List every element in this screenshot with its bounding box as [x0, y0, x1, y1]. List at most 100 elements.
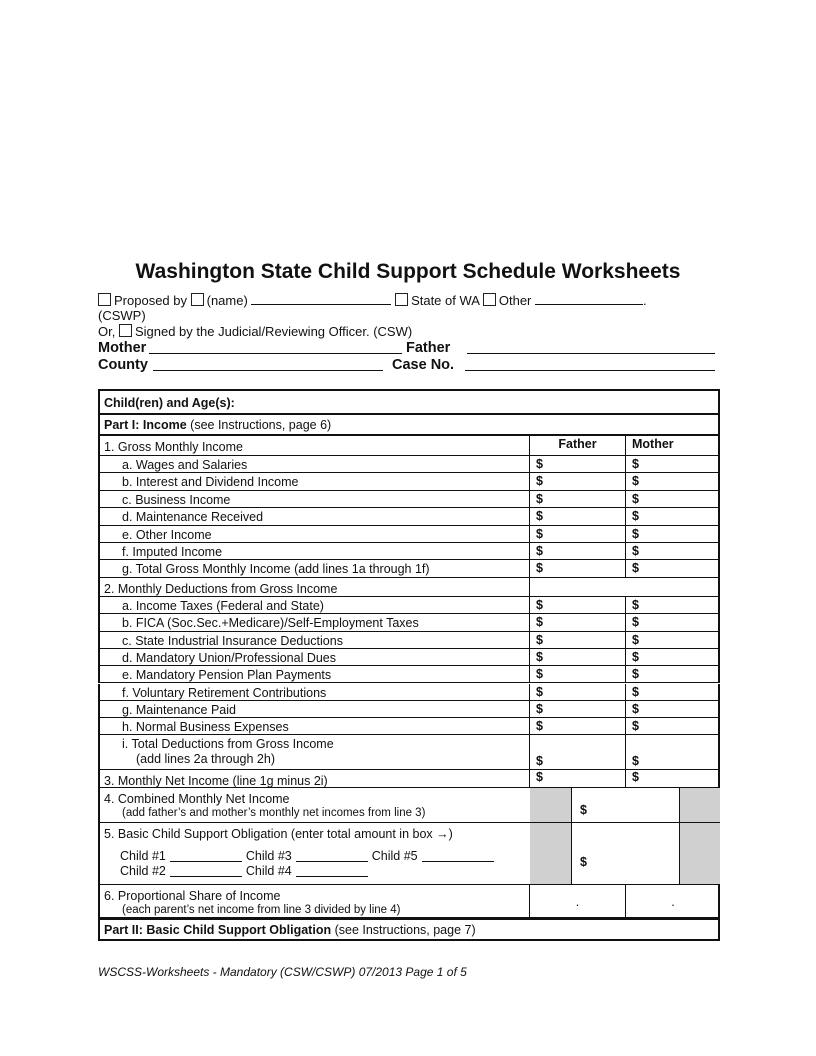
proposal-line: Proposed by (name) State of WA Other .	[98, 292, 647, 308]
mother-amount-field[interactable]: $	[626, 473, 720, 489]
mother-amount-field[interactable]: $	[626, 735, 720, 769]
case-no-label: Case No.	[392, 357, 455, 373]
child-amount-field[interactable]	[169, 849, 242, 862]
shaded-cell	[530, 788, 572, 822]
line2i-subtitle: (add lines 2a through 2h)	[136, 752, 275, 767]
mother-amount-field[interactable]: $	[626, 543, 720, 559]
child-amount-field[interactable]	[295, 849, 368, 862]
mother-amount-field[interactable]: $	[626, 701, 720, 717]
other-checkbox[interactable]	[482, 293, 496, 306]
line5-title: 5. Basic Child Support Obligation (enter…	[104, 827, 453, 841]
father-amount-field[interactable]: $	[530, 560, 626, 577]
name-field[interactable]	[251, 292, 392, 305]
name-checkbox[interactable]	[190, 293, 204, 306]
child-amount-field[interactable]	[169, 864, 242, 877]
mother-amount-field[interactable]: $	[626, 632, 720, 648]
line2-item-row: g. Maintenance Paid $ $	[98, 700, 720, 719]
currency-symbol: $	[632, 719, 639, 734]
currency-symbol: $	[536, 457, 543, 471]
other-field[interactable]	[535, 292, 643, 305]
shaded-cell	[530, 823, 572, 884]
line2i-label: i. Total Deductions from Gross Income (ad…	[100, 735, 530, 770]
children-ages-label: Child(ren) and Age(s):	[104, 396, 235, 410]
currency-symbol: $	[632, 457, 639, 471]
father-amount-field[interactable]: $	[530, 473, 626, 490]
child-amount-field[interactable]	[295, 864, 368, 877]
line2i-title: i. Total Deductions from Gross Income	[122, 737, 334, 752]
line2-item-row: d. Mandatory Union/Professional Dues $ $	[98, 648, 720, 667]
father-amount-field[interactable]: $	[530, 735, 626, 770]
father-amount-field[interactable]: $	[530, 456, 626, 473]
currency-symbol: $	[632, 509, 639, 524]
mother-amount-field[interactable]: $	[626, 456, 720, 472]
state-of-wa-checkbox[interactable]	[395, 293, 409, 306]
line2-header-row: 2. Monthly Deductions from Gross Income	[98, 578, 720, 597]
mother-amount-field[interactable]: $	[626, 684, 720, 700]
mother-amount-field[interactable]: $	[626, 614, 720, 630]
mother-amount-field[interactable]: $	[626, 560, 720, 576]
line1-item-label: f. Imputed Income	[100, 543, 530, 560]
father-amount-field[interactable]: $	[530, 490, 626, 508]
line2-item-label: g. Maintenance Paid	[100, 700, 530, 718]
currency-symbol: $	[536, 719, 543, 734]
father-amount-field[interactable]: $	[530, 543, 626, 560]
mother-field[interactable]	[149, 341, 402, 354]
father-amount-field[interactable]: $	[530, 597, 626, 614]
line4-label: 4. Combined Monthly Net Income (add fathe…	[100, 788, 530, 822]
county-field[interactable]	[153, 358, 383, 371]
mother-label: Mother	[98, 340, 147, 356]
father-amount-field[interactable]: $	[530, 631, 626, 648]
part2-note: (see Instructions, page 7)	[334, 923, 476, 937]
mother-share-field[interactable]: .	[671, 895, 675, 909]
mother-amount-field[interactable]: $	[626, 508, 720, 524]
currency-symbol: $	[580, 803, 587, 817]
line1-item-label: g. Total Gross Monthly Income (add lines…	[100, 560, 530, 577]
line2i-row: i. Total Deductions from Gross Income (ad…	[98, 735, 720, 771]
line2-item-label: f. Voluntary Retirement Contributions	[100, 683, 530, 700]
other-label: Other	[498, 293, 532, 308]
father-amount-field[interactable]: $	[530, 718, 626, 735]
father-amount-field[interactable]: $	[530, 666, 626, 683]
line1-item-row: e. Other Income $ $	[98, 525, 720, 543]
currency-symbol: $	[632, 649, 639, 664]
currency-symbol: $	[536, 754, 543, 769]
line1-item-row: c. Business Income $ $	[98, 490, 720, 509]
combined-amount-field[interactable]: $	[572, 788, 680, 822]
mother-amount-field[interactable]: $	[626, 666, 720, 682]
case-no-field[interactable]	[465, 358, 715, 371]
line1-item-row: g. Total Gross Monthly Income (add lines…	[98, 560, 720, 578]
line2-item-label: c. State Industrial Insurance Deductions	[100, 631, 530, 648]
proposed-by-label: Proposed by	[114, 293, 187, 308]
currency-symbol: $	[580, 855, 587, 869]
line1-item-label: d. Maintenance Received	[100, 508, 530, 525]
mother-amount-field[interactable]: $	[626, 770, 720, 787]
father-amount-field[interactable]: $	[530, 614, 626, 631]
shaded-cell	[680, 823, 720, 884]
page-title: Washington State Child Support Schedule …	[135, 260, 681, 283]
signed-checkbox[interactable]	[118, 324, 132, 337]
mother-amount-field[interactable]: $	[626, 649, 720, 665]
father-amount-field[interactable]: $	[530, 700, 626, 718]
line6-row: 6. Proportional Share of Income (each par…	[98, 885, 720, 918]
line5-row: $5. Basic Child Support Obligation (ente…	[98, 823, 720, 885]
mother-amount-field[interactable]: $	[626, 597, 720, 613]
mother-amount-field[interactable]: $	[626, 526, 720, 542]
line2-item-row: f. Voluntary Retirement Contributions $ $	[98, 683, 720, 701]
line2-item-row: a. Income Taxes (Federal and State) $ $	[98, 597, 720, 615]
father-label: Father	[406, 340, 451, 356]
combined-amount-field[interactable]: $	[572, 823, 680, 884]
child-label: Child #4	[245, 864, 292, 878]
father-amount-field[interactable]: $	[530, 525, 626, 542]
father-share-field[interactable]: .	[530, 885, 626, 917]
father-amount-field[interactable]: $	[530, 508, 626, 525]
line1-label: 1. Gross Monthly Income	[100, 436, 530, 455]
father-field[interactable]	[467, 341, 715, 354]
proposed-by-checkbox[interactable]	[98, 293, 111, 306]
mother-amount-field[interactable]: $	[626, 718, 720, 734]
child-amount-field[interactable]	[421, 849, 494, 862]
county-label: County	[98, 357, 148, 373]
father-amount-field[interactable]: $	[530, 770, 626, 787]
father-amount-field[interactable]: $	[530, 683, 626, 700]
father-amount-field[interactable]: $	[530, 648, 626, 666]
mother-amount-field[interactable]: $	[626, 491, 720, 507]
